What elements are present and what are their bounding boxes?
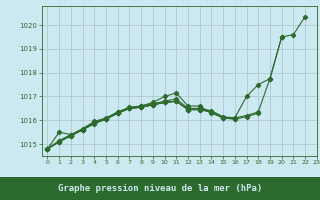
Text: Graphe pression niveau de la mer (hPa): Graphe pression niveau de la mer (hPa) <box>58 184 262 193</box>
